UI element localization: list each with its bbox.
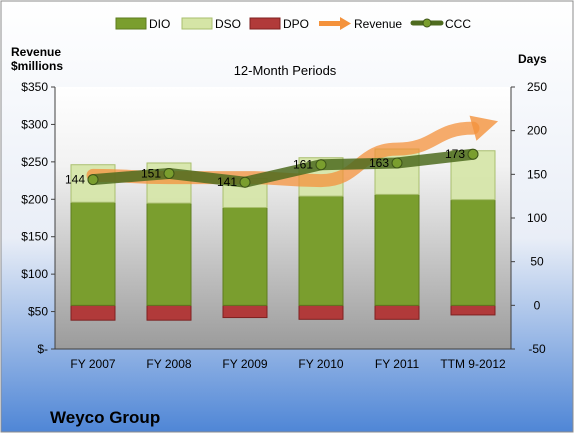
left-tick-label: $150 — [21, 230, 48, 244]
ccc-point — [391, 157, 403, 169]
bar-dio — [222, 207, 268, 306]
right-tick-label: -50 — [528, 342, 546, 356]
bar-dio — [70, 201, 116, 306]
legend-swatch-dio — [115, 17, 147, 30]
bar-dpo — [70, 304, 116, 321]
legend-label-dso: DSO — [215, 17, 241, 31]
right-tick-label: 100 — [527, 211, 547, 225]
left-tick-label: $- — [37, 342, 48, 356]
ccc-data-label: 163 — [369, 156, 389, 170]
right-tick-label: 250 — [527, 80, 547, 94]
legend-ccc-marker — [422, 18, 432, 28]
left-tick-label: $350 — [21, 80, 48, 94]
chart-title: 12-Month Periods — [234, 63, 337, 78]
ccc-data-label: 141 — [217, 175, 237, 189]
bar-dio — [146, 202, 192, 306]
category-label: FY 2010 — [298, 357, 343, 371]
category-labels: FY 2007 FY 2008 FY 2009 FY 2010 FY 2011 TTM 9… — [70, 357, 506, 371]
right-tick-label: 150 — [527, 167, 547, 181]
legend: DIO DSO DPO Revenue CCC — [115, 17, 471, 31]
ccc-data-label: 144 — [65, 173, 85, 187]
ccc-point — [163, 167, 175, 179]
legend-label-revenue: Revenue — [354, 17, 402, 31]
left-tick-label: $50 — [28, 305, 48, 319]
revenue-arrowhead — [469, 115, 499, 141]
category-label: FY 2007 — [70, 357, 115, 371]
bar-dio — [298, 195, 344, 306]
left-tick-label: $300 — [21, 117, 48, 131]
bar-dpo — [146, 304, 192, 321]
bar-dpo — [222, 304, 268, 319]
ccc-point — [315, 159, 327, 171]
bar-dio — [374, 193, 420, 306]
category-label: FY 2009 — [222, 357, 267, 371]
ccc-data-label: 173 — [445, 147, 465, 161]
legend-revenue-arrow-icon — [319, 17, 351, 30]
bar-dpo — [450, 304, 496, 316]
ccc-line — [87, 148, 479, 188]
category-label: TTM 9-2012 — [440, 357, 506, 371]
plot-area — [55, 87, 511, 349]
right-tick-label: 200 — [527, 124, 547, 138]
ccc-point — [239, 176, 251, 188]
legend-swatch-dpo — [249, 17, 281, 30]
ccc-data-label: 161 — [293, 158, 313, 172]
bar-dpo — [298, 304, 344, 320]
legend-label-ccc: CCC — [445, 17, 471, 31]
ccc-layer: 144 151 141 161 163 173 — [65, 147, 479, 189]
left-tick-label: $200 — [21, 192, 48, 206]
ccc-point — [87, 174, 99, 186]
category-label: FY 2011 — [375, 357, 420, 371]
right-tick-label: 0 — [534, 298, 541, 312]
legend-swatch-dso — [181, 17, 213, 30]
left-tick-label: $250 — [21, 155, 48, 169]
bar-dpo — [374, 304, 420, 320]
left-axis-title-line1: Revenue — [11, 45, 61, 59]
ccc-data-label: 151 — [141, 166, 161, 180]
right-axis-ticks: -50 0 50 100 150 200 250 — [511, 80, 547, 356]
right-tick-label: 50 — [530, 255, 544, 269]
left-tick-label: $100 — [21, 267, 48, 281]
left-axis-title-line2: $millions — [11, 59, 63, 73]
legend-label-dio: DIO — [149, 17, 170, 31]
category-label: FY 2008 — [146, 357, 191, 371]
ccc-point — [467, 148, 479, 160]
company-name: Weyco Group — [50, 408, 160, 427]
left-axis-ticks: $- $50 $100 $150 $200 $250 $300 $350 — [21, 80, 55, 356]
bar-dio — [450, 199, 496, 306]
legend-label-dpo: DPO — [283, 17, 309, 31]
right-axis-title: Days — [518, 52, 547, 66]
